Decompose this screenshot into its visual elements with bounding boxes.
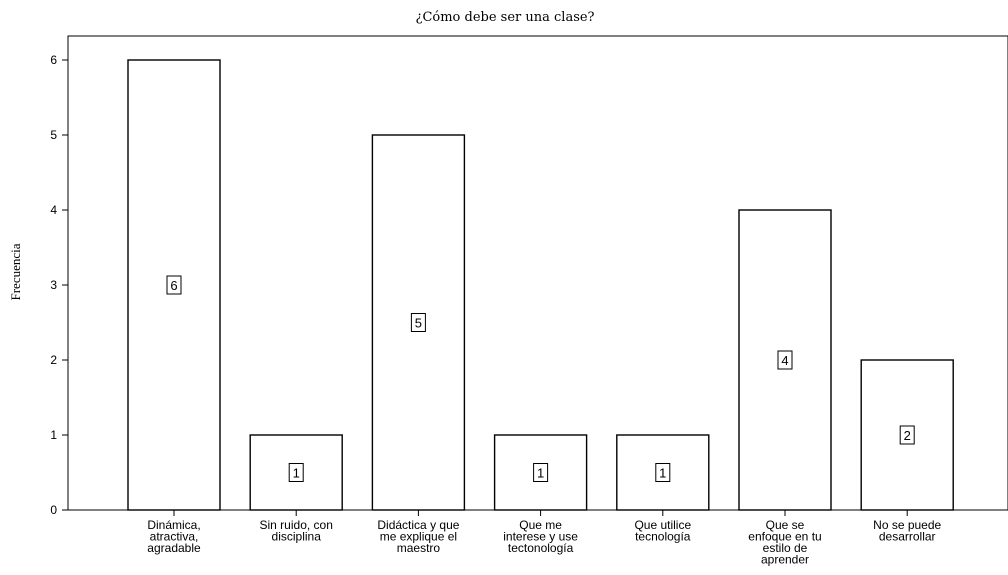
x-tick-label: enfoque en tu [748, 530, 821, 544]
y-axis-ticks: 0 1 2 3 4 5 6 [50, 53, 68, 517]
data-label-box [777, 350, 793, 370]
x-tick-label: agradable [147, 541, 201, 555]
x-tick-label: tectonología [508, 541, 574, 555]
data-label-box [288, 463, 304, 482]
y-tick-label: 1 [50, 428, 57, 442]
x-tick-label: me explique el [380, 530, 457, 544]
x-tick-label: atractiva, [150, 530, 199, 544]
data-label-box [533, 463, 549, 482]
data-label-box [166, 275, 182, 295]
x-tick-label: Sin ruido, con [260, 518, 333, 532]
data-label: 4 [781, 353, 788, 368]
x-axis-ticks: Dinámica,atractiva,agradable Sin ruido, c… [147, 510, 942, 567]
data-label-box [899, 425, 915, 445]
y-tick-label: 0 [50, 503, 57, 517]
data-label: 1 [537, 466, 544, 481]
data-label: 2 [904, 428, 911, 443]
x-tick-label: tecnología [635, 530, 691, 544]
data-label: 6 [170, 278, 177, 293]
x-tick-label: estilo de [763, 541, 808, 555]
data-labels-group: 6 1 5 1 1 4 2 [166, 275, 915, 482]
data-label: 1 [293, 466, 300, 481]
x-tick-label: disciplina [272, 530, 322, 544]
x-tick-label: Que utilice [634, 518, 691, 532]
x-tick-label: maestro [397, 541, 441, 555]
data-label: 1 [659, 466, 666, 481]
data-label-box [655, 463, 671, 482]
x-tick-label: Didáctica y que [377, 518, 459, 532]
x-tick-label: Dinámica, [147, 518, 200, 532]
y-tick-label: 4 [50, 203, 57, 217]
x-tick-label: aprender [761, 553, 809, 567]
x-tick-label: No se puede [873, 518, 941, 532]
bars-group [127, 59, 954, 511]
y-tick-label: 3 [50, 278, 57, 292]
x-tick-label: Que me [519, 518, 562, 532]
x-tick-label: desarrollar [879, 530, 936, 544]
chart-title: ¿Cómo debe ser una clase? [415, 10, 594, 25]
x-tick-label: Que se [766, 518, 805, 532]
data-label: 5 [415, 316, 422, 331]
data-label-box [410, 313, 426, 332]
y-tick-label: 5 [50, 128, 57, 142]
x-tick-label: interese y use [503, 530, 578, 544]
y-tick-label: 6 [50, 53, 57, 67]
y-tick-label: 2 [50, 353, 57, 367]
y-axis-label: Frecuencia [8, 243, 23, 300]
